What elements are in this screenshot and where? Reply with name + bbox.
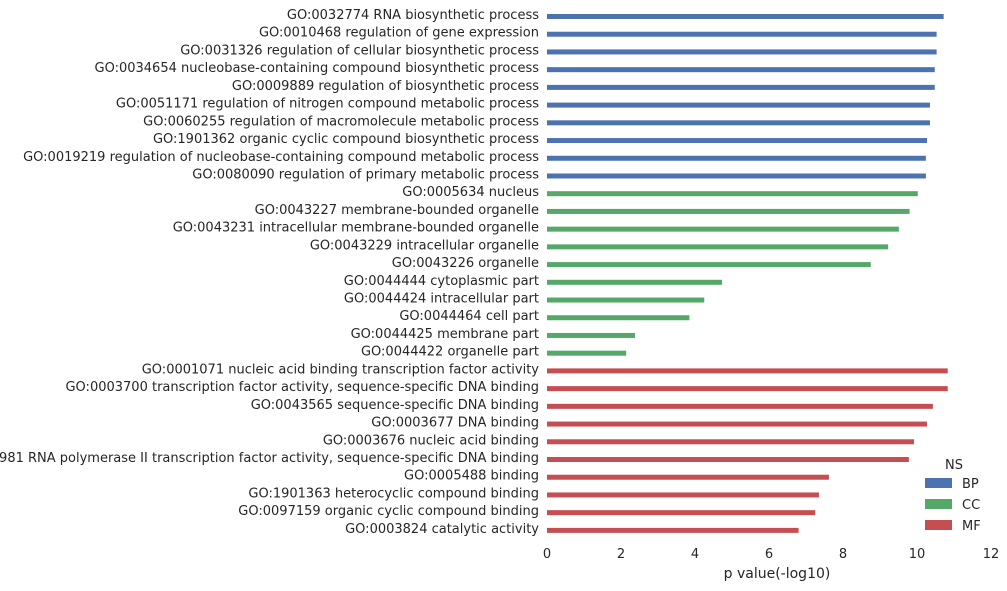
category-label: GO:1901363 heterocyclic compound binding: [248, 486, 539, 501]
category-label: GO:0043227 membrane-bounded organelle: [255, 203, 539, 218]
bar-cc: [547, 208, 910, 214]
category-label: GO:0000981 RNA polymerase II transcripti…: [0, 451, 539, 466]
category-label: GO:0005488 binding: [404, 469, 539, 484]
bar-bp: [547, 67, 935, 73]
x-tick-label: 8: [839, 547, 847, 562]
bar-cc: [547, 279, 723, 285]
bar-cc: [547, 332, 636, 338]
category-label: GO:0001071 nucleic acid binding transcri…: [142, 362, 540, 377]
category-label: GO:0031326 regulation of cellular biosyn…: [180, 43, 539, 58]
category-label: GO:0043565 sequence-specific DNA binding: [251, 398, 539, 413]
bar-cc: [547, 191, 918, 197]
legend-swatch-cc: [925, 499, 952, 509]
category-label: GO:0044464 cell part: [399, 309, 539, 324]
bar-cc: [547, 244, 889, 250]
legend: NS BP CC MF: [925, 458, 981, 534]
x-tick-label: 2: [617, 547, 625, 562]
x-tick-label: 0: [543, 547, 551, 562]
category-label: GO:0003677 DNA binding: [371, 416, 539, 431]
category-label: GO:0003700 transcription factor activity…: [65, 380, 539, 395]
legend-label: MF: [962, 519, 981, 534]
bar-mf: [547, 510, 816, 516]
category-label: GO:0051171 regulation of nitrogen compou…: [116, 97, 539, 112]
bar-bp: [547, 31, 937, 37]
category-label: GO:0010468 regulation of gene expression: [259, 26, 539, 41]
bar-mf: [547, 386, 948, 392]
bar-cc: [547, 226, 899, 232]
bar-mf: [547, 474, 829, 480]
category-label: GO:0005634 nucleus: [402, 185, 539, 200]
category-label: GO:0043229 intracellular organelle: [310, 238, 539, 253]
legend-swatch-mf: [925, 520, 952, 530]
category-label: GO:0009889 regulation of biosynthetic pr…: [232, 79, 539, 94]
legend-swatch-bp: [925, 478, 952, 488]
bar-bp: [547, 138, 927, 144]
category-label: GO:0003824 catalytic activity: [345, 522, 539, 537]
category-label: GO:0032774 RNA biosynthetic process: [287, 8, 539, 23]
x-axis-label: p value(-log10): [724, 566, 831, 582]
x-tick-label: 4: [691, 547, 699, 562]
legend-label: BP: [962, 477, 979, 492]
bar-bp: [547, 49, 937, 55]
bar-cc: [547, 350, 627, 356]
bars: [547, 14, 948, 533]
category-label: GO:1901362 organic cyclic compound biosy…: [153, 132, 539, 147]
bar-cc: [547, 315, 690, 321]
bar-mf: [547, 403, 933, 409]
x-tick-labels: 0 2 4 6 8 10 12: [543, 547, 999, 562]
category-label: GO:0044425 membrane part: [351, 327, 539, 342]
category-label: GO:0044444 cytoplasmic part: [344, 274, 539, 289]
category-label: GO:0043231 intracellular membrane-bounde…: [173, 221, 539, 236]
x-tick-label: 10: [909, 547, 926, 562]
bar-bp: [547, 14, 944, 19]
bar-mf: [547, 439, 915, 445]
category-label: GO:0097159 organic cyclic compound bindi…: [238, 504, 539, 519]
bar-mf: [547, 368, 948, 374]
category-label: GO:0060255 regulation of macromolecule m…: [143, 114, 539, 129]
legend-label: CC: [962, 498, 980, 513]
category-label: GO:0019219 regulation of nucleobase-cont…: [23, 150, 539, 165]
bar-bp: [547, 173, 926, 179]
bar-mf: [547, 421, 927, 427]
bar-mf: [547, 457, 909, 462]
bar-mf: [547, 527, 799, 533]
category-label: GO:0043226 organelle: [392, 256, 539, 271]
category-label: GO:0044424 intracellular part: [344, 292, 539, 307]
bar-mf: [547, 492, 819, 498]
bar-bp: [547, 120, 930, 126]
bar-cc: [547, 262, 871, 268]
bar-bp: [547, 84, 935, 90]
category-label: GO:0034654 nucleobase-containing compoun…: [95, 61, 540, 76]
x-tick-label: 12: [983, 547, 1000, 562]
bar-cc: [547, 297, 705, 303]
category-label: GO:0003676 nucleic acid binding: [323, 433, 539, 448]
category-labels: GO:0032774 RNA biosynthetic process GO:00…: [0, 8, 539, 537]
category-label: GO:0044422 organelle part: [361, 345, 539, 360]
bar-bp: [547, 155, 926, 161]
category-label: GO:0080090 regulation of primary metabol…: [192, 167, 539, 182]
x-tick-label: 6: [765, 547, 773, 562]
bar-bp: [547, 102, 930, 108]
legend-title: NS: [945, 458, 963, 473]
